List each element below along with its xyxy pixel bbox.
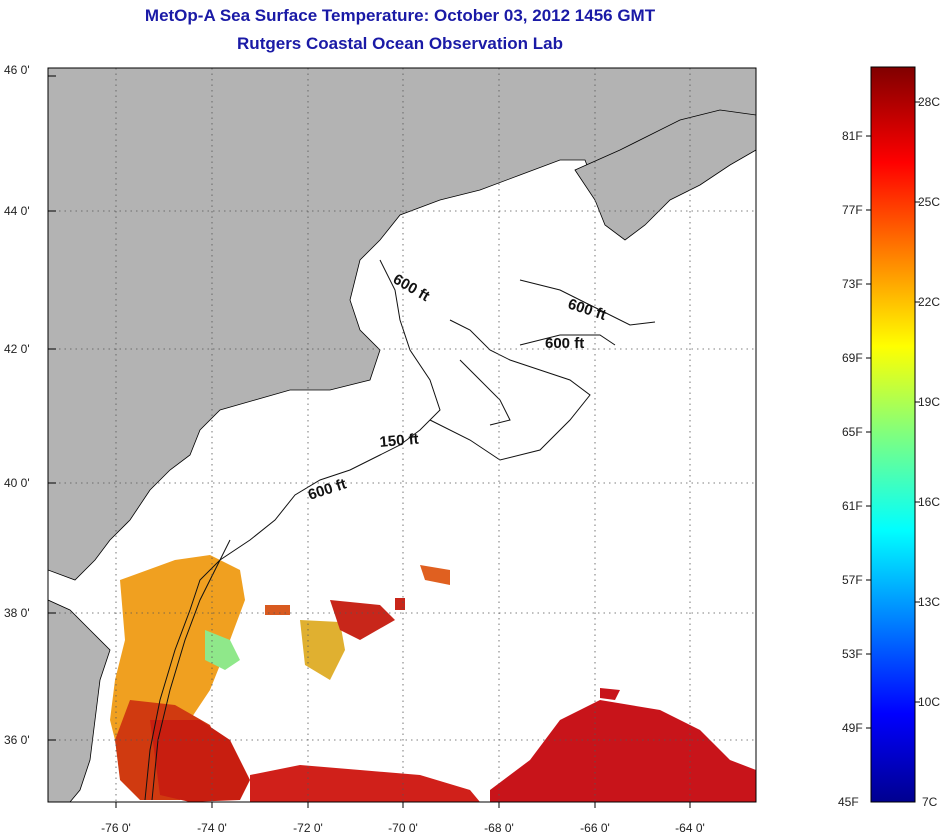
lon-label: -76 0' bbox=[101, 821, 131, 835]
sst-patches bbox=[110, 555, 756, 802]
colorbar-c-label: 19C bbox=[918, 395, 940, 409]
colorbar-ticks bbox=[866, 101, 920, 729]
colorbar-c-label: 7C bbox=[922, 795, 938, 809]
contour-label: 150 ft bbox=[379, 431, 420, 451]
colorbar-c-label: 10C bbox=[918, 695, 940, 709]
lat-label: 38 0' bbox=[4, 606, 30, 620]
land-areas bbox=[48, 68, 756, 802]
colorbar-f-label: 53F bbox=[842, 647, 863, 661]
lon-label: -68 0' bbox=[484, 821, 514, 835]
colorbar-f-label: 61F bbox=[842, 499, 863, 513]
colorbar-f-label: 49F bbox=[842, 721, 863, 735]
colorbar-c-label: 25C bbox=[918, 195, 940, 209]
lat-label: 46 0' bbox=[4, 63, 30, 77]
colorbar-c-label: 22C bbox=[918, 295, 940, 309]
colorbar bbox=[870, 66, 916, 803]
lat-label: 44 0' bbox=[4, 204, 30, 218]
colorbar-f-label: 69F bbox=[842, 351, 863, 365]
colorbar-f-label: 57F bbox=[842, 573, 863, 587]
colorbar-c-label: 28C bbox=[918, 95, 940, 109]
colorbar-c-label: 16C bbox=[918, 495, 940, 509]
lon-label: -64 0' bbox=[675, 821, 705, 835]
axis-ticks bbox=[48, 75, 691, 808]
lon-label: -66 0' bbox=[580, 821, 610, 835]
lat-lon-grid bbox=[48, 68, 756, 802]
lat-label: 40 0' bbox=[4, 476, 30, 490]
colorbar-f-label: 81F bbox=[842, 129, 863, 143]
contour-label: 600 ft bbox=[545, 335, 584, 352]
colorbar-f-label: 73F bbox=[842, 277, 863, 291]
colorbar-c-label: 13C bbox=[918, 595, 940, 609]
lon-label: -72 0' bbox=[293, 821, 323, 835]
colorbar-f-label: 77F bbox=[842, 203, 863, 217]
lat-label: 36 0' bbox=[4, 733, 30, 747]
chart-title: MetOp-A Sea Surface Temperature: October… bbox=[144, 6, 656, 25]
map-frame bbox=[47, 67, 757, 803]
chart-subtitle: Rutgers Coastal Ocean Observation Lab bbox=[237, 34, 563, 53]
lat-label: 42 0' bbox=[4, 342, 30, 356]
colorbar-f-label: 45F bbox=[838, 795, 859, 809]
lon-label: -70 0' bbox=[388, 821, 418, 835]
isobath-contours bbox=[144, 259, 656, 801]
lon-label: -74 0' bbox=[197, 821, 227, 835]
colorbar-f-label: 65F bbox=[842, 425, 863, 439]
